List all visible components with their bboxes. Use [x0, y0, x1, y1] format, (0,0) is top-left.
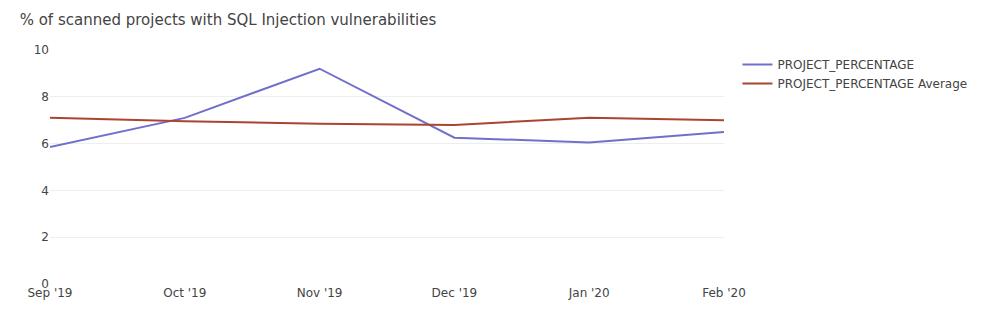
- svg-text:PROJECT_PERCENTAGE Average: PROJECT_PERCENTAGE Average: [777, 77, 967, 91]
- svg-text:Oct '19: Oct '19: [163, 286, 206, 300]
- svg-text:6: 6: [41, 137, 49, 151]
- svg-text:0: 0: [41, 277, 49, 291]
- svg-text:% of scanned projects with SQL: % of scanned projects with SQL Injection…: [20, 11, 437, 29]
- svg-text:2: 2: [41, 230, 49, 244]
- svg-text:Jan '20: Jan '20: [568, 286, 610, 300]
- svg-text:PROJECT_PERCENTAGE: PROJECT_PERCENTAGE: [777, 58, 914, 72]
- svg-text:4: 4: [41, 184, 49, 198]
- svg-text:Feb '20: Feb '20: [702, 286, 746, 300]
- svg-text:10: 10: [34, 43, 49, 57]
- svg-text:Nov '19: Nov '19: [297, 286, 343, 300]
- svg-text:8: 8: [41, 90, 49, 104]
- svg-text:Dec '19: Dec '19: [432, 286, 478, 300]
- svg-text:Sep '19: Sep '19: [28, 286, 73, 300]
